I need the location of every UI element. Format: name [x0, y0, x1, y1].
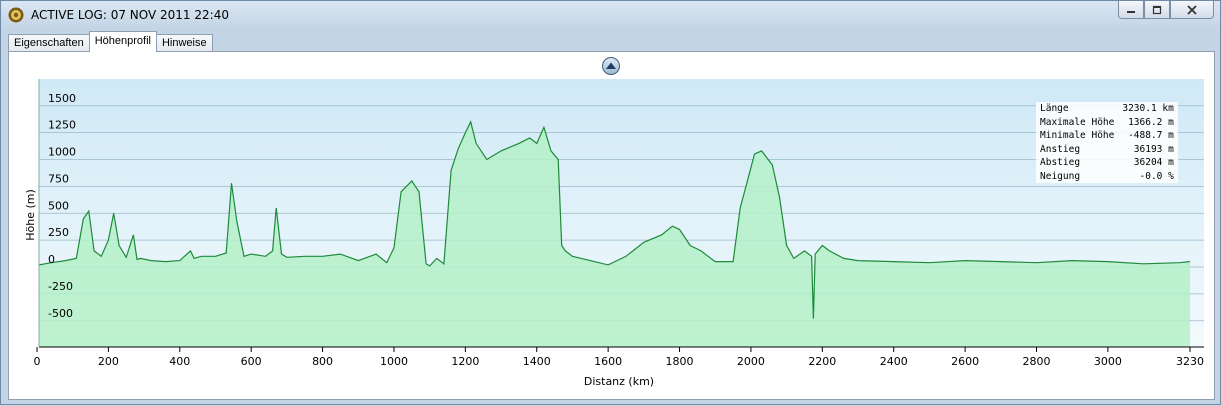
title-bar[interactable]: ACTIVE LOG: 07 NOV 2011 22:40 — [1, 1, 1220, 29]
x-tick-label: 2000 — [737, 355, 765, 368]
stat-label: Maximale Höhe — [1040, 116, 1115, 128]
stat-row-descent: Abstieg 36204 m — [1036, 156, 1178, 170]
x-axis-label: Distanz (km) — [584, 375, 654, 388]
stat-row-max-elevation: Maximale Höhe 1366.2 m — [1036, 116, 1178, 130]
x-tick-label: 1600 — [594, 355, 622, 368]
x-tick-label: 1200 — [451, 355, 479, 368]
x-tick-label: 1000 — [380, 355, 408, 368]
stat-row-min-elevation: Minimale Höhe -488.7 m — [1036, 129, 1178, 143]
window-title: ACTIVE LOG: 07 NOV 2011 22:40 — [31, 8, 229, 22]
y-tick-label: 1500 — [48, 92, 76, 105]
stat-label: Minimale Höhe — [1040, 130, 1115, 142]
x-tick-label: 2200 — [808, 355, 836, 368]
x-tick-label: 200 — [98, 355, 119, 368]
y-tick-label: -500 — [48, 307, 73, 320]
stat-value: 36204 m — [1133, 157, 1174, 169]
y-axis-label: Höhe (m) — [24, 189, 37, 241]
close-button[interactable] — [1170, 1, 1214, 19]
elevation-line — [38, 120, 1191, 319]
x-tick-label: 3000 — [1094, 355, 1122, 368]
stat-value: -0.0 % — [1139, 170, 1174, 182]
x-tick-label: 2800 — [1023, 355, 1051, 368]
close-icon — [1187, 4, 1197, 15]
stat-value: 36193 m — [1133, 143, 1174, 155]
stat-row-grade: Neigung -0.0 % — [1036, 170, 1178, 184]
y-tick-label: 250 — [48, 226, 69, 239]
tab-eigenschaften[interactable]: Eigenschaften — [8, 34, 90, 52]
y-tick-label: -250 — [48, 280, 73, 293]
stat-value: -488.7 m — [1128, 130, 1174, 142]
x-tick-label: 800 — [312, 355, 333, 368]
y-tick-label: 750 — [48, 172, 69, 185]
x-tick-label: 1400 — [523, 355, 551, 368]
elevation-area — [39, 121, 1190, 348]
y-tick-label: 1250 — [48, 119, 76, 132]
x-tick-label: 400 — [169, 355, 190, 368]
stat-label: Länge — [1040, 103, 1069, 115]
window-controls — [1118, 1, 1214, 20]
stat-value: 3230.1 km — [1122, 103, 1174, 115]
stat-label: Neigung — [1040, 170, 1081, 182]
x-tick-label: 600 — [241, 355, 262, 368]
maximize-button[interactable] — [1144, 1, 1170, 19]
stat-label: Anstieg — [1040, 143, 1081, 155]
minimize-icon — [1127, 10, 1135, 13]
x-tick-label: 3230 — [1176, 355, 1204, 368]
stat-row-ascent: Anstieg 36193 m — [1036, 143, 1178, 157]
stat-value: 1366.2 m — [1128, 116, 1174, 128]
collapse-up-icon — [606, 62, 616, 69]
y-tick-label: 1000 — [48, 146, 76, 159]
y-tick-label: 0 — [48, 253, 55, 266]
garmin-app-icon — [8, 7, 24, 23]
tab-bar: Eigenschaften Höhenprofil Hinweise — [8, 31, 213, 52]
collapse-button[interactable] — [602, 57, 620, 75]
x-tick-label: 2400 — [880, 355, 908, 368]
stat-label: Abstieg — [1040, 157, 1081, 169]
maximize-icon — [1152, 5, 1162, 14]
x-tick-label: 1800 — [666, 355, 694, 368]
y-tick-label: 500 — [48, 199, 69, 212]
x-tick-label: 2600 — [951, 355, 979, 368]
tab-hoehenprofil[interactable]: Höhenprofil — [88, 31, 157, 52]
stat-row-length: Länge 3230.1 km — [1036, 102, 1178, 116]
minimize-button[interactable] — [1118, 1, 1144, 19]
stats-box: Länge 3230.1 km Maximale Höhe 1366.2 m Min… — [1036, 102, 1178, 183]
x-tick-label: 0 — [34, 355, 41, 368]
